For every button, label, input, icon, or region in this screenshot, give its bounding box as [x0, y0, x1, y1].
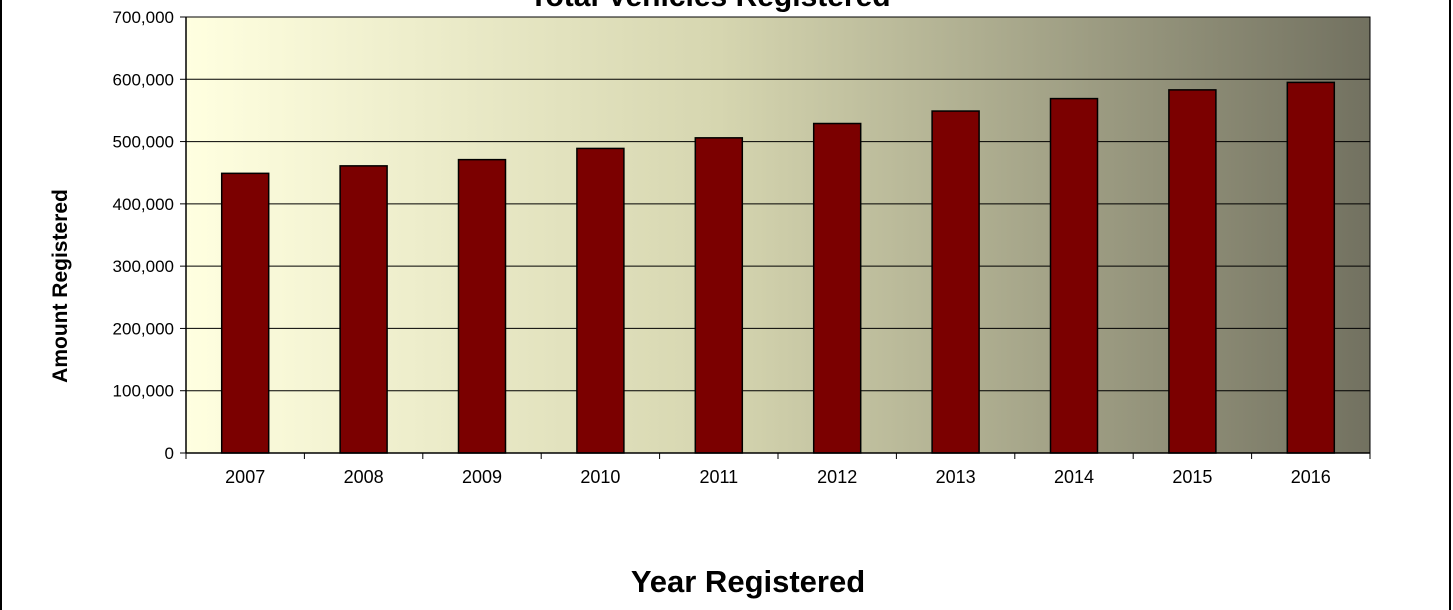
y-tick-label: 600,000: [113, 70, 174, 89]
x-tick-label: 2016: [1291, 467, 1331, 487]
x-tick-label: 2013: [936, 467, 976, 487]
x-tick-label: 2015: [1172, 467, 1212, 487]
y-tick-label: 0: [165, 444, 174, 463]
y-tick-label: 200,000: [113, 319, 174, 338]
y-tick-label: 300,000: [113, 257, 174, 276]
x-tick-label: 2008: [344, 467, 384, 487]
bar-2007: [220, 172, 270, 454]
bar-2010: [576, 147, 625, 454]
bar-2009: [457, 158, 507, 454]
bar-2008: [339, 165, 388, 454]
y-tick-label: 400,000: [113, 195, 174, 214]
bar-2015: [1168, 89, 1217, 454]
y-tick-label: 500,000: [113, 133, 174, 152]
bar-2016: [1286, 81, 1336, 454]
x-tick-label: 2011: [699, 467, 738, 487]
x-tick-label: 2007: [225, 467, 265, 487]
x-tick-label: 2014: [1054, 467, 1094, 487]
y-axis-ticks: 0 100,000 200,000 300,000 400,000 500,000 600,…: [113, 8, 186, 463]
y-axis-label: Amount Registered: [49, 189, 72, 383]
x-tick-label: 2010: [580, 467, 620, 487]
x-axis-ticks: 2007 2008 2009 2010 2011 2012 2013 2014 2015 2016: [185, 453, 1371, 487]
bar-2013: [931, 110, 980, 454]
x-tick-label: 2012: [817, 467, 857, 487]
bar-2012: [812, 122, 862, 454]
bar-2014: [1049, 97, 1099, 454]
y-tick-label: 100,000: [113, 382, 174, 401]
y-tick-label: 700,000: [113, 8, 174, 27]
bars: [220, 81, 1336, 454]
chart-title: Total Vehicles Registered: [529, 0, 890, 13]
x-tick-label: 2009: [462, 467, 502, 487]
x-axis-label: Year Registered: [631, 564, 865, 599]
bar-2011: [694, 137, 744, 454]
